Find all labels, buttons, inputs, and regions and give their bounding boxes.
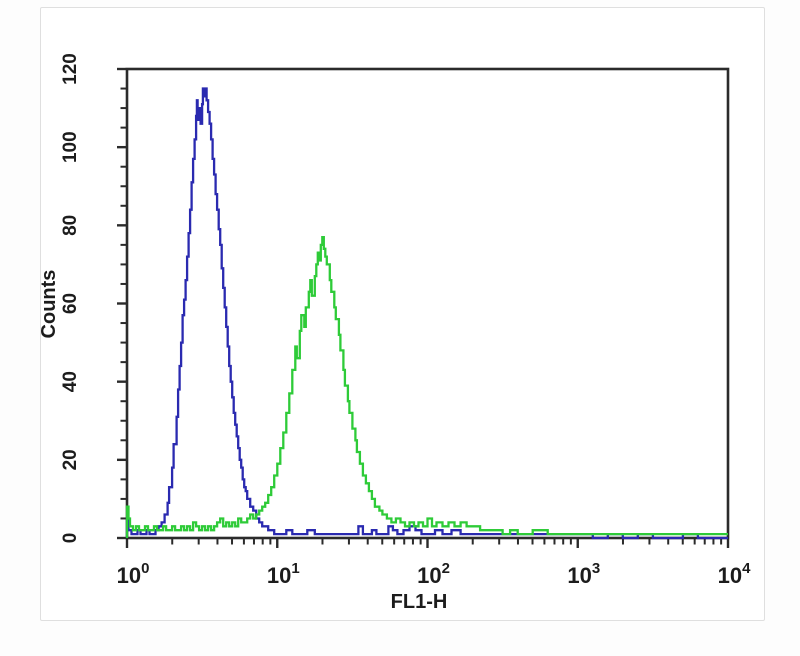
x-axis-label: FL1-H [391, 591, 448, 613]
x-tick-label: 100 [117, 560, 150, 588]
figure-panel [40, 7, 765, 621]
y-tick-label: 120 [60, 53, 81, 85]
y-tick-label: 80 [60, 215, 81, 236]
x-tick-label: 103 [567, 560, 600, 588]
y-tick-label: 40 [60, 371, 81, 392]
curve-control-peak-blue [125, 87, 728, 540]
x-tick-label: 102 [417, 560, 450, 588]
y-tick-label: 60 [60, 293, 81, 314]
y-tick-label: 20 [60, 449, 81, 470]
y-axis-label: Counts [38, 270, 60, 339]
plot-frame [125, 67, 730, 540]
x-tick-label: 104 [718, 560, 751, 588]
x-tick-label: 101 [267, 560, 300, 588]
y-tick-label: 100 [60, 131, 81, 163]
y-tick-label: 0 [60, 533, 81, 544]
curve-sample-peak-green [125, 235, 728, 538]
plot-generated-layer: 0 20 40 60 80 100 120 100 101 102 103 104 [60, 53, 751, 588]
